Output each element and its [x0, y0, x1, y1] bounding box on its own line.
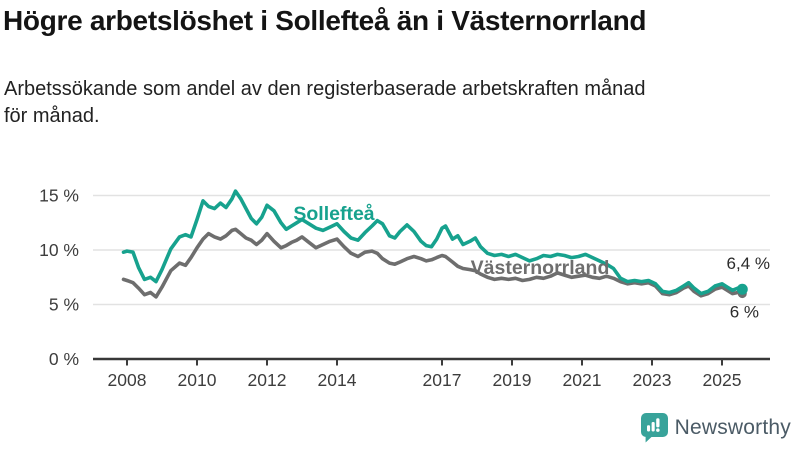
newsworthy-logo: Newsworthy [640, 413, 791, 443]
series-label-solleftea: Sollefteå [293, 202, 374, 225]
y-tick-label: 5 % [49, 295, 79, 315]
x-tick-label: 2014 [318, 370, 357, 390]
unemployment-line-chart: 0 % 5 % 10 % 15 % 2008 2010 2012 2014 2017 2019 20… [39, 186, 770, 390]
end-value-label-solleftea: 6,4 % [727, 254, 770, 273]
x-tick-label: 2012 [248, 370, 287, 390]
y-tick-label: 15 % [39, 186, 79, 206]
x-tick-label: 2019 [493, 370, 532, 390]
chart-subtitle-line-1: Arbetssökande som andel av den registerb… [4, 78, 646, 100]
series-endpoint-dot-solleftea [736, 283, 748, 295]
end-value-label-vasternorrland: 6 % [730, 303, 759, 322]
series-line-solleftea [121, 189, 745, 296]
series-line-vasternorrland [121, 227, 745, 299]
newsworthy-logo-icon [640, 413, 668, 443]
x-tick-label: 2010 [178, 370, 217, 390]
y-tick-label: 10 % [39, 240, 79, 260]
x-tick-label: 2021 [563, 370, 602, 390]
x-tick-label: 2017 [423, 370, 462, 390]
x-tick-label: 2025 [703, 370, 742, 390]
chart-subtitle-line-2: för månad. [4, 105, 100, 127]
chart-title: Högre arbetslöshet i Sollefteå än i Väst… [3, 5, 647, 36]
x-tick-label: 2023 [633, 370, 672, 390]
y-tick-label: 0 % [49, 349, 79, 369]
series-label-vasternorrland: Västernorrland [471, 257, 610, 279]
x-tick-label: 2008 [108, 370, 147, 390]
newsworthy-logo-text: Newsworthy [674, 416, 791, 439]
chart-subtitle: Arbetssökande som andel av den registerb… [4, 76, 764, 130]
